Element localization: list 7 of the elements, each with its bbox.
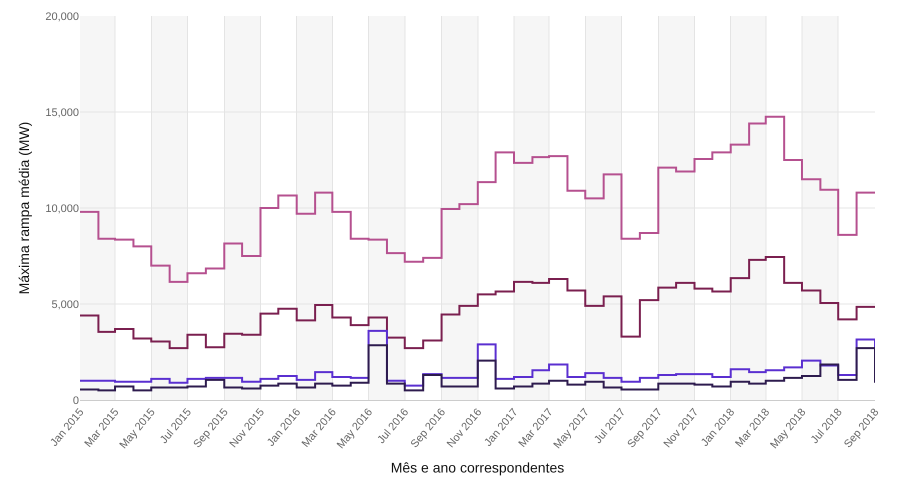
y-axis-title: Máxima rampa média (MW) — [16, 122, 32, 294]
y-tick-label: 10,000 — [45, 202, 79, 215]
y-tick-label: 0 — [72, 394, 79, 407]
y-tick-label: 20,000 — [45, 10, 79, 23]
y-tick-label: 15,000 — [45, 106, 79, 119]
x-axis-title: Mês e ano correspondentes — [390, 459, 564, 476]
y-tick-label: 5,000 — [51, 298, 79, 311]
